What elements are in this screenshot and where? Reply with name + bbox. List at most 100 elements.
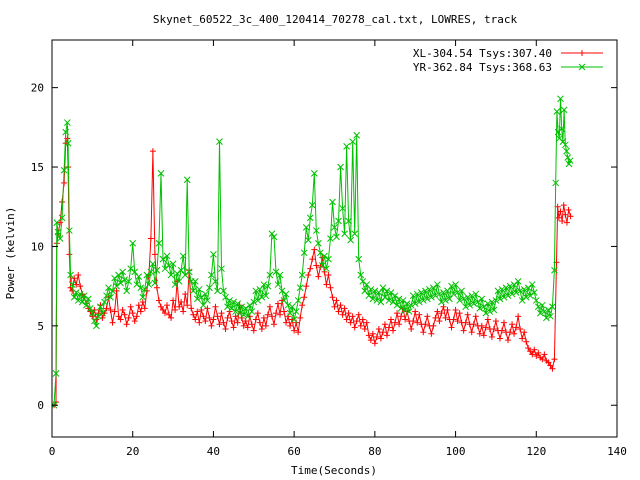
- data-point: [484, 316, 491, 323]
- data-point: [123, 287, 131, 295]
- data-point: [246, 301, 254, 309]
- data-point: [230, 298, 237, 306]
- data-point: [282, 290, 290, 298]
- data-point: [416, 311, 423, 318]
- data-point: [530, 289, 538, 296]
- data-point: [381, 293, 389, 301]
- data-point: [462, 319, 469, 326]
- data-point: [121, 276, 128, 284]
- data-point: [212, 303, 219, 310]
- data-point: [409, 292, 417, 300]
- data-point: [119, 268, 126, 276]
- data-point: [383, 287, 391, 295]
- data-point: [490, 306, 498, 314]
- data-point: [484, 300, 492, 307]
- data-point: [82, 301, 90, 309]
- data-point: [200, 313, 207, 320]
- data-point: [107, 306, 114, 313]
- data-point: [359, 316, 366, 323]
- data-point: [460, 295, 467, 303]
- data-point: [216, 138, 223, 145]
- x-tick-label: 40: [207, 445, 220, 458]
- data-point: [470, 321, 477, 328]
- data-point: [507, 329, 514, 336]
- data-point: [347, 236, 354, 244]
- data-point: [464, 311, 471, 318]
- data-point: [543, 314, 550, 322]
- data-point: [524, 284, 532, 292]
- data-point: [365, 332, 372, 339]
- data-point: [183, 176, 191, 184]
- data-point: [396, 321, 403, 328]
- y-axis-label: Power (kelvin): [4, 207, 17, 300]
- data-point: [169, 260, 177, 268]
- data-point: [508, 290, 516, 298]
- data-point: [151, 251, 158, 258]
- data-point: [244, 312, 252, 320]
- data-point: [545, 306, 552, 314]
- data-point: [286, 309, 294, 317]
- data-point: [172, 306, 179, 313]
- data-point: [365, 292, 373, 300]
- data-point: [304, 236, 312, 244]
- data-point: [63, 119, 71, 126]
- data-point: [157, 303, 164, 310]
- data-point: [155, 239, 163, 247]
- data-point: [220, 287, 227, 295]
- data-point: [560, 202, 567, 209]
- data-point: [430, 322, 437, 329]
- data-point: [173, 270, 181, 277]
- data-point: [462, 303, 470, 311]
- data-point: [60, 166, 68, 174]
- data-point: [151, 279, 159, 287]
- plot-series: [52, 95, 574, 409]
- data-point: [456, 297, 463, 304]
- data-point: [369, 295, 377, 303]
- data-point: [258, 293, 266, 301]
- data-point: [317, 249, 324, 257]
- data-point: [557, 208, 564, 215]
- data-point: [413, 290, 421, 298]
- data-point: [504, 292, 512, 300]
- data-point: [310, 170, 318, 177]
- x-tick-label: 140: [607, 445, 627, 458]
- data-point: [293, 319, 300, 326]
- data-point: [476, 305, 484, 312]
- data-point: [66, 251, 73, 258]
- data-point: [438, 298, 445, 306]
- series-1: [52, 135, 574, 409]
- legend-label: YR-362.84 Tsys:368.63: [413, 61, 552, 74]
- data-point: [401, 306, 409, 314]
- data-point: [476, 330, 483, 337]
- data-point: [337, 163, 344, 171]
- data-point: [502, 284, 510, 292]
- data-point: [385, 297, 393, 304]
- data-point: [179, 252, 187, 260]
- data-point: [407, 301, 415, 309]
- data-point: [482, 324, 489, 331]
- data-point: [478, 295, 486, 303]
- data-point: [199, 301, 207, 309]
- data-point: [133, 313, 140, 320]
- data-point: [512, 289, 520, 296]
- data-point: [405, 308, 413, 315]
- data-point: [254, 310, 261, 317]
- data-point: [153, 266, 161, 274]
- data-point: [436, 290, 443, 298]
- data-point: [72, 289, 80, 296]
- data-point: [76, 290, 84, 298]
- data-point: [448, 282, 455, 290]
- data-point: [559, 138, 567, 145]
- data-point: [68, 281, 76, 288]
- data-point: [325, 255, 332, 263]
- data-point: [194, 308, 201, 315]
- data-point: [337, 302, 344, 309]
- data-point: [430, 284, 437, 292]
- data-point: [549, 303, 556, 311]
- data-point: [127, 303, 134, 310]
- data-point: [129, 239, 137, 247]
- data-point: [515, 313, 522, 320]
- data-point: [518, 297, 526, 304]
- data-point: [397, 305, 405, 312]
